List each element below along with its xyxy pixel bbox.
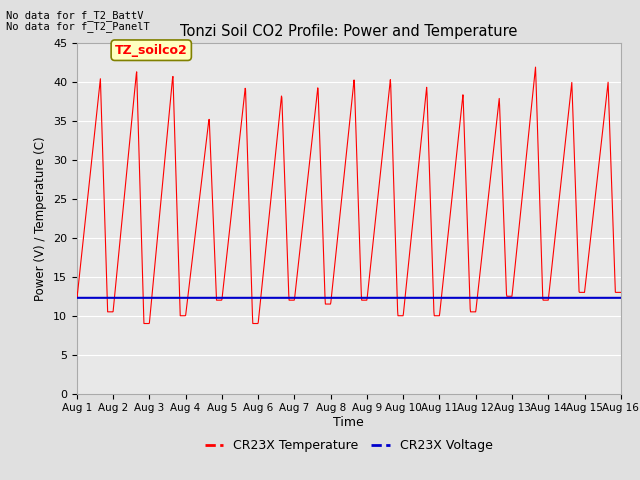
Y-axis label: Power (V) / Temperature (C): Power (V) / Temperature (C) — [35, 136, 47, 300]
Text: No data for f_T2_BattV: No data for f_T2_BattV — [6, 10, 144, 21]
Title: Tonzi Soil CO2 Profile: Power and Temperature: Tonzi Soil CO2 Profile: Power and Temper… — [180, 24, 518, 39]
X-axis label: Time: Time — [333, 416, 364, 429]
Legend: CR23X Temperature, CR23X Voltage: CR23X Temperature, CR23X Voltage — [200, 434, 498, 457]
Text: No data for f_T2_PanelT: No data for f_T2_PanelT — [6, 21, 150, 32]
Text: TZ_soilco2: TZ_soilco2 — [115, 44, 188, 57]
